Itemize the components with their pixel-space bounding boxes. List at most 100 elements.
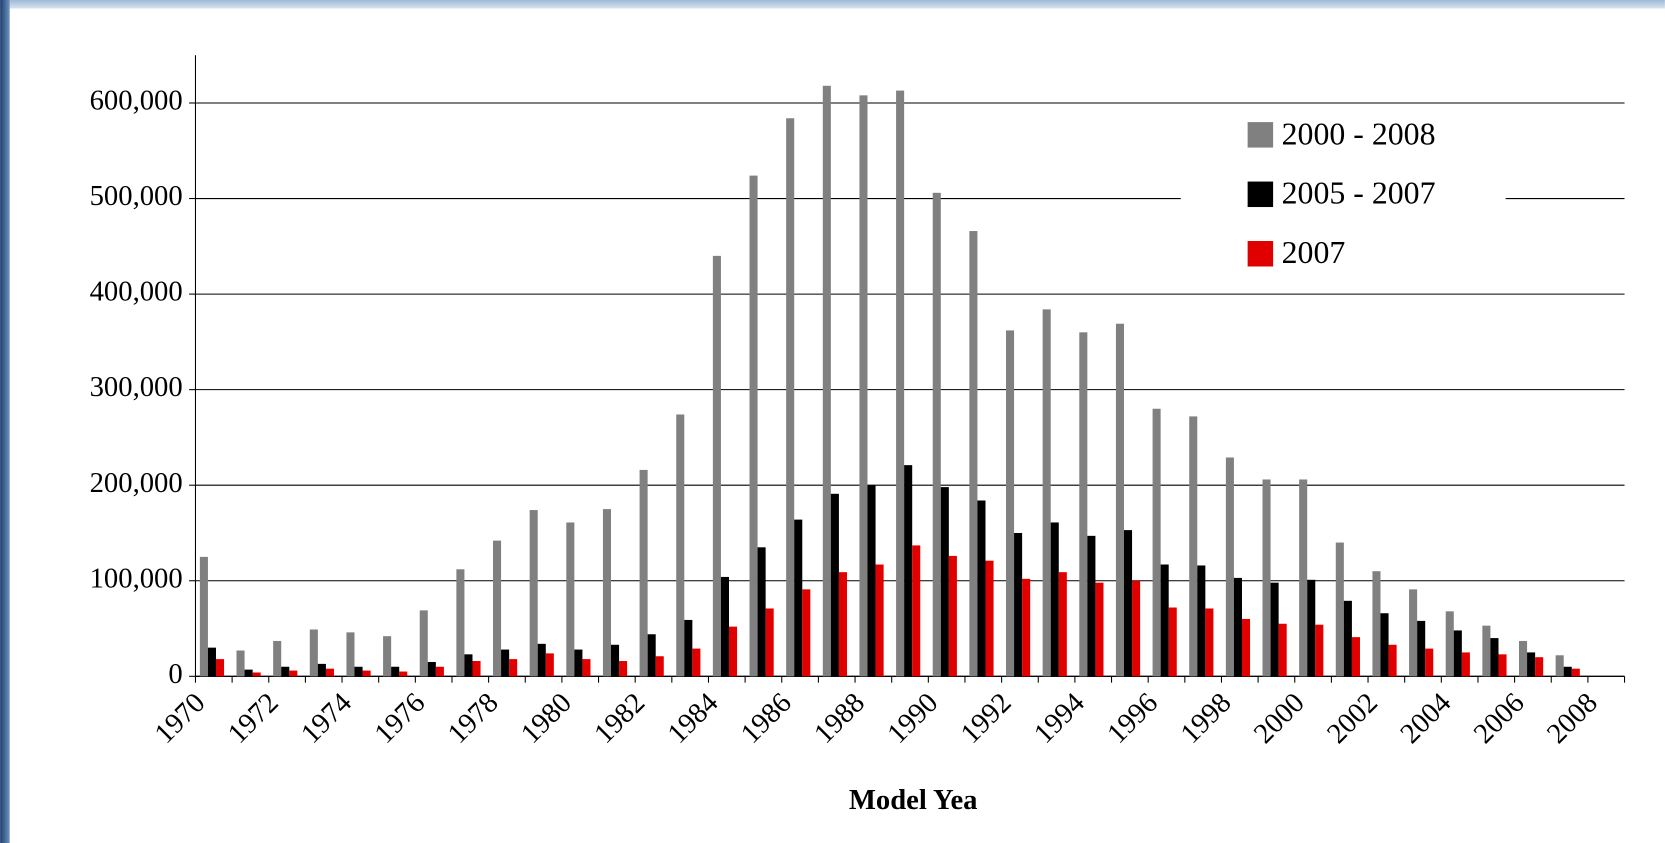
bar [1343,600,1352,677]
bar [977,500,986,677]
bar [1380,613,1389,677]
bar [383,636,392,677]
bar [1315,624,1324,677]
bar [757,547,766,677]
bar [1307,579,1316,677]
bar [1417,620,1426,677]
bar [582,659,591,677]
bar [1299,479,1308,677]
bar [1168,607,1177,677]
bar [904,465,913,677]
bar [215,659,225,677]
x-tick-label: 2006 [1467,687,1530,750]
y-tick-label: 0 [168,658,182,690]
bar [802,589,811,677]
x-tick-label: 1970 [148,687,211,750]
bar [317,663,326,677]
bar [1233,577,1242,677]
bar [325,668,334,677]
bar [399,671,408,677]
bar [566,522,575,677]
bar [684,619,693,677]
bar [1115,323,1124,677]
x-tick-label: 2008 [1541,687,1604,750]
bar [464,654,473,677]
bar [1225,457,1234,677]
bar [1058,572,1067,677]
bar [199,556,208,677]
bar [1042,309,1051,677]
bar [786,118,795,677]
bar [859,95,868,677]
bar [912,545,921,677]
bar [948,555,957,677]
bar [969,231,978,677]
frame-top [0,0,1665,9]
bar [639,469,648,677]
bar [749,175,758,677]
bar [545,653,554,677]
legend-label: 2000 - 2008 [1282,116,1436,151]
bar [1409,589,1418,677]
bar [537,643,546,677]
x-tick-label: 1986 [735,687,798,750]
x-tick-label: 1976 [368,687,431,750]
bar [435,666,444,677]
bar [1022,578,1031,677]
bar [1498,654,1507,677]
bar [236,650,245,677]
legend-label: 2005 - 2007 [1282,176,1436,211]
x-tick-label: 2002 [1321,687,1384,750]
bar [875,564,884,677]
y-tick-label: 400,000 [90,276,183,308]
bar [354,666,363,677]
bar [1205,608,1214,677]
bar [611,644,620,677]
bar [1087,535,1096,677]
bar [1461,652,1470,677]
x-tick-label: 1994 [1028,687,1091,750]
bar [244,669,253,677]
x-tick-label: 1980 [515,687,578,750]
bar [896,90,905,677]
bar [1563,666,1572,677]
bar [1555,655,1564,677]
bar [655,656,664,677]
x-tick-label: 1998 [1174,687,1237,750]
bar [1527,652,1536,677]
legend-label: 2007 [1282,235,1346,270]
bar [1123,530,1133,677]
bar [1095,582,1104,677]
bar [1160,564,1169,677]
bar [602,509,612,677]
x-tick-label: 1978 [441,687,504,750]
bar [830,493,839,677]
x-tick-label: 1982 [588,687,651,750]
bar [1152,408,1161,677]
bar [574,649,583,677]
y-tick-label: 100,000 [90,562,183,594]
bar [456,569,465,677]
bar [647,634,656,677]
y-tick-label: 200,000 [90,467,183,499]
bar [252,672,261,677]
legend-swatch [1247,122,1274,148]
bar [728,626,738,677]
bar [1006,330,1015,677]
frame-left [0,0,10,843]
bar [619,661,628,677]
bar [794,519,803,677]
bar [1571,668,1580,677]
bar [346,632,355,677]
legend-swatch [1247,181,1274,208]
bar [529,510,538,677]
bar [472,661,481,677]
bar [720,576,729,677]
bar [985,560,994,677]
bar [1453,630,1462,677]
bar [1050,522,1059,677]
x-tick-label: 1984 [661,687,724,750]
legend-box [1180,111,1506,292]
bar [281,666,290,677]
